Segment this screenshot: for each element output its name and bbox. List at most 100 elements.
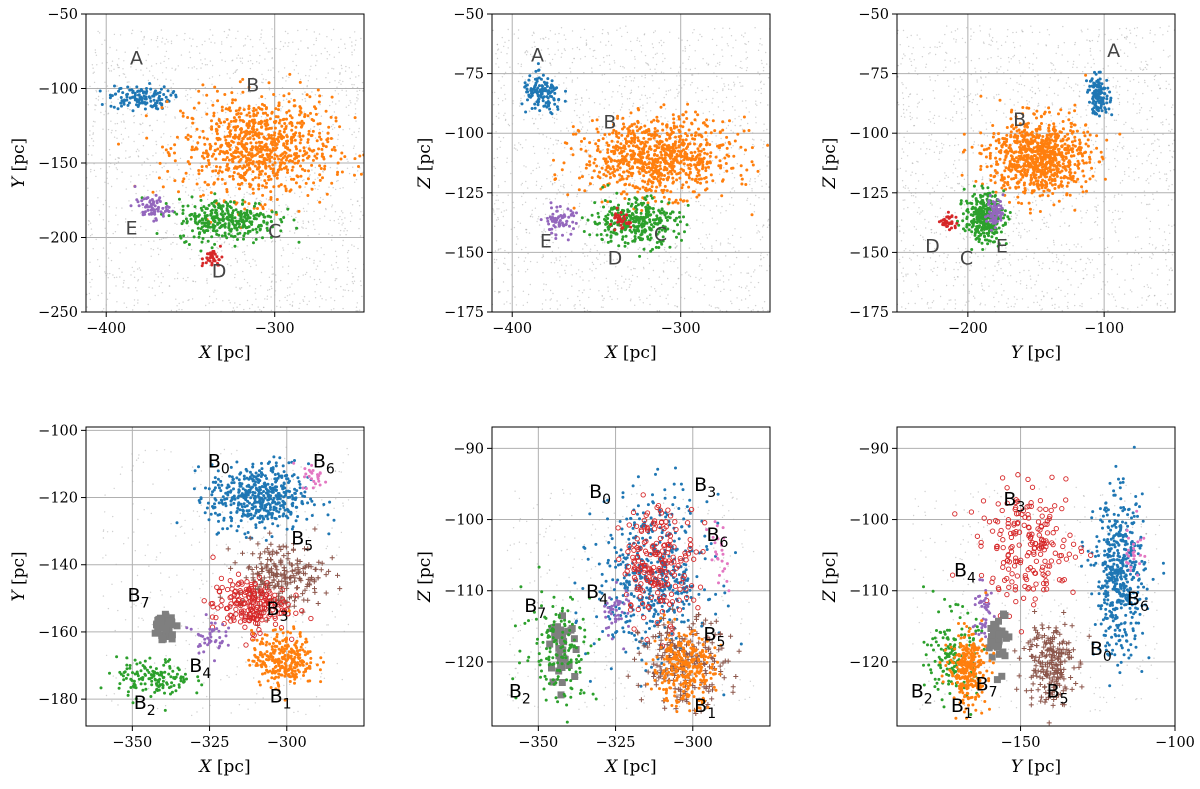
point-B [598,150,602,154]
background-point [297,29,299,32]
point-A [162,93,166,96]
background-point [287,45,289,47]
background-point [727,124,730,127]
background-point [174,222,176,225]
point-A [547,104,551,108]
background-point [713,72,715,74]
background-point [137,47,139,49]
background-point [301,258,304,260]
background-point [733,177,736,179]
background-point [358,131,360,133]
point-B [323,164,327,168]
point-A [530,93,534,97]
point-B [239,173,243,177]
background-point [723,171,725,174]
background-point [504,71,507,74]
background-point [234,195,236,197]
background-point [235,141,237,143]
background-point [91,64,94,66]
background-point [629,300,632,302]
background-point [247,236,249,239]
background-point [650,110,652,112]
background-point [240,230,242,232]
background-point [316,199,319,202]
background-point [695,188,697,190]
point-A [169,93,173,97]
background-point [204,40,206,42]
point-B [339,157,343,161]
point-C [225,236,229,240]
background-point [660,44,663,47]
point-B [658,142,662,146]
background-point [722,89,724,92]
background-point [585,44,587,46]
point-A [531,91,535,95]
point-E [152,219,156,223]
background-point [653,204,656,206]
background-point [674,97,676,99]
point-C [252,214,256,218]
background-point [506,53,508,55]
background-point [748,111,750,113]
point-C [221,210,225,213]
background-point [104,39,106,41]
point-E [150,198,154,201]
background-point [655,72,657,74]
background-point [160,62,162,64]
point-B [292,98,296,102]
background-point [327,72,329,74]
point-C [164,202,168,205]
background-point [532,31,535,33]
background-point [652,80,654,82]
background-point [306,86,308,88]
point-D [201,261,205,265]
background-point [507,268,509,271]
point-B [338,125,342,129]
background-point [90,171,92,173]
background-point [734,118,736,120]
background-point [340,64,343,67]
point-A [152,92,156,96]
point-B [224,138,228,142]
background-point [322,170,324,172]
point-C [245,211,249,215]
point-C [210,201,214,205]
point-B [309,111,312,115]
background-point [274,294,276,296]
background-point [584,216,586,218]
background-point [548,38,550,40]
background-point [589,268,591,270]
background-point [620,93,623,95]
point-C [242,220,246,224]
background-point [747,307,749,309]
background-point [207,194,209,196]
background-point [235,37,237,40]
point-C [231,211,235,215]
background-point [286,287,289,289]
background-point [677,71,680,73]
background-point [339,73,341,76]
background-point [528,82,531,85]
point-B [646,201,650,205]
background-point [498,290,500,293]
background-point [510,228,512,230]
background-point [541,303,544,305]
background-point [527,252,529,255]
background-point [174,116,176,118]
background-point [209,29,211,31]
background-point [719,61,721,64]
point-B [267,153,271,157]
background-point [148,70,151,72]
point-B [571,132,575,136]
background-point [146,157,148,160]
point-E [151,202,155,206]
background-point [520,63,523,65]
point-B [682,120,686,124]
background-point [260,33,262,35]
background-point [672,286,674,288]
background-point [645,111,647,113]
background-point [107,67,110,70]
point-B [304,181,308,185]
background-point [579,121,581,123]
background-point [586,190,588,192]
